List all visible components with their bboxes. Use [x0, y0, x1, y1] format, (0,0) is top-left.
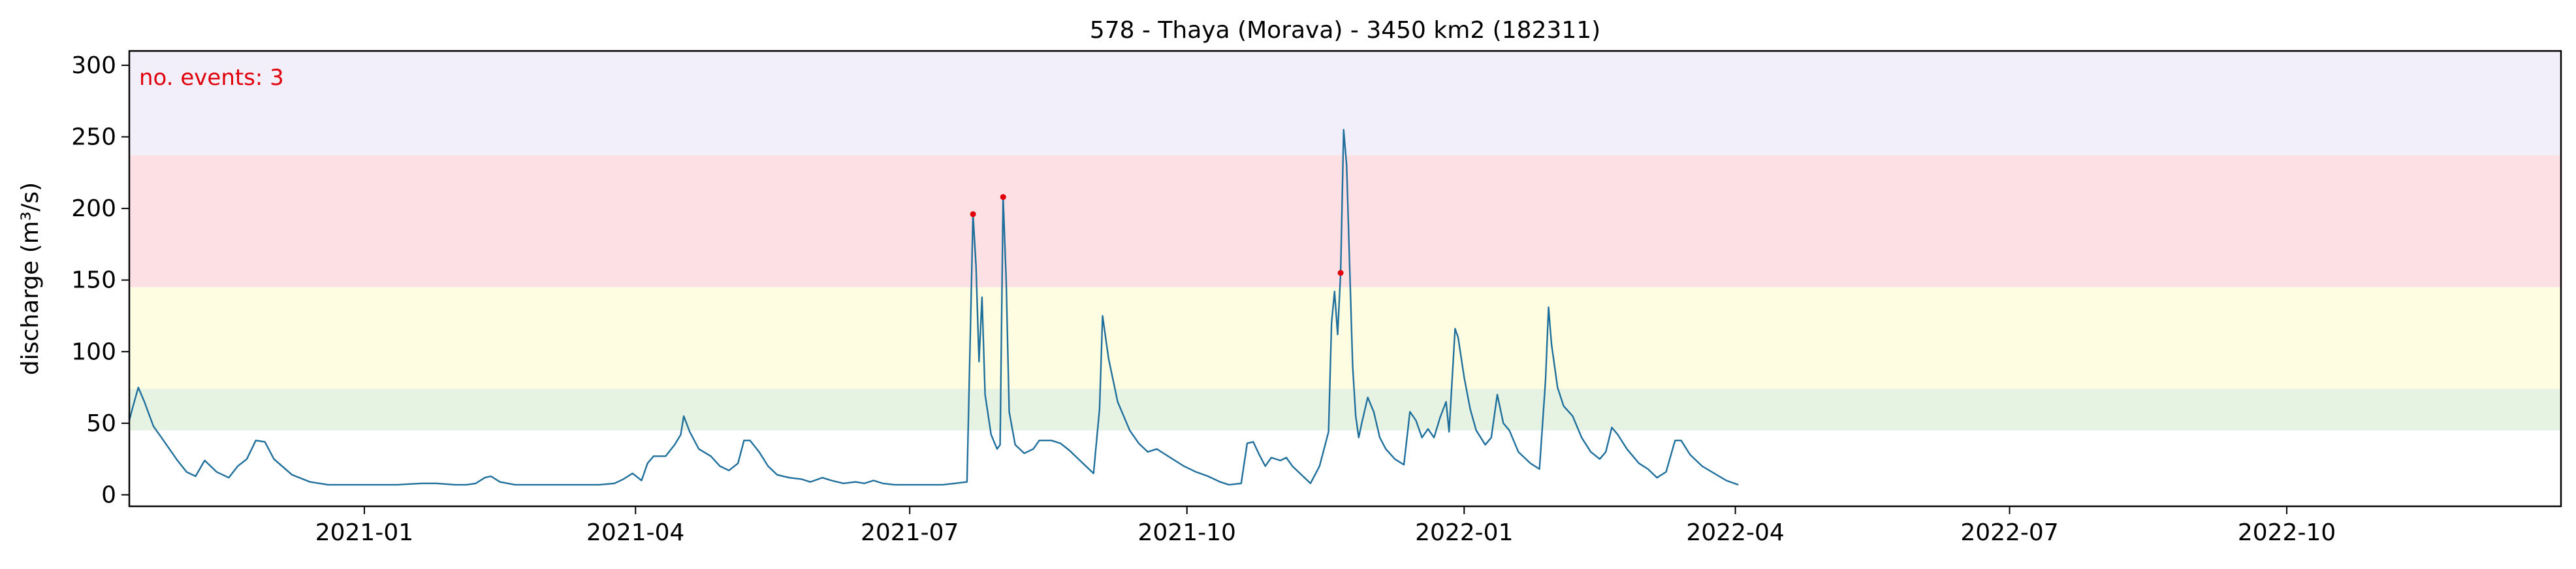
x-tick-label-7: 2022-10 — [2238, 519, 2336, 546]
y-tick-label-3: 150 — [71, 267, 116, 294]
y-axis: 0 50 100 150 200 250 300 — [71, 52, 129, 508]
event-marker-1 — [1000, 194, 1006, 201]
y-tick-label-6: 300 — [71, 52, 116, 79]
y-tick-label-1: 50 — [86, 410, 116, 437]
chart-title: 578 - Thaya (Morava) - 3450 km2 (182311) — [1090, 17, 1600, 44]
event-count-annotation: no. events: 3 — [139, 65, 284, 91]
y-tick-label-4: 200 — [71, 195, 116, 222]
x-tick-label-4: 2022-01 — [1415, 519, 1513, 546]
threshold-band-3 — [129, 51, 2561, 156]
y-tick-label-0: 0 — [101, 481, 116, 508]
y-tick-label-2: 100 — [71, 338, 116, 365]
x-tick-label-2: 2021-07 — [861, 519, 959, 546]
plot-frame — [128, 50, 2562, 508]
threshold-band-2 — [129, 155, 2561, 287]
y-tick-label-5: 250 — [71, 124, 116, 151]
threshold-bands — [129, 51, 2561, 431]
threshold-band-1 — [129, 287, 2561, 389]
x-tick-label-0: 2021-01 — [315, 519, 413, 546]
x-tick-label-3: 2021-10 — [1138, 519, 1236, 546]
x-axis: 2021-01 2021-04 2021-07 2021-10 2022-01 2022-… — [315, 506, 2336, 546]
event-marker-0 — [970, 211, 976, 218]
event-marker-2 — [1337, 270, 1344, 276]
x-tick-label-5: 2022-04 — [1686, 519, 1784, 546]
series-line-0 — [128, 129, 1739, 486]
series-lines — [128, 129, 1739, 486]
event-markers — [970, 194, 1344, 276]
x-tick-label-1: 2021-04 — [586, 519, 684, 546]
y-axis-label: discharge (m³/s) — [17, 182, 44, 375]
threshold-band-0 — [129, 389, 2561, 431]
x-tick-label-6: 2022-07 — [1960, 519, 2058, 546]
